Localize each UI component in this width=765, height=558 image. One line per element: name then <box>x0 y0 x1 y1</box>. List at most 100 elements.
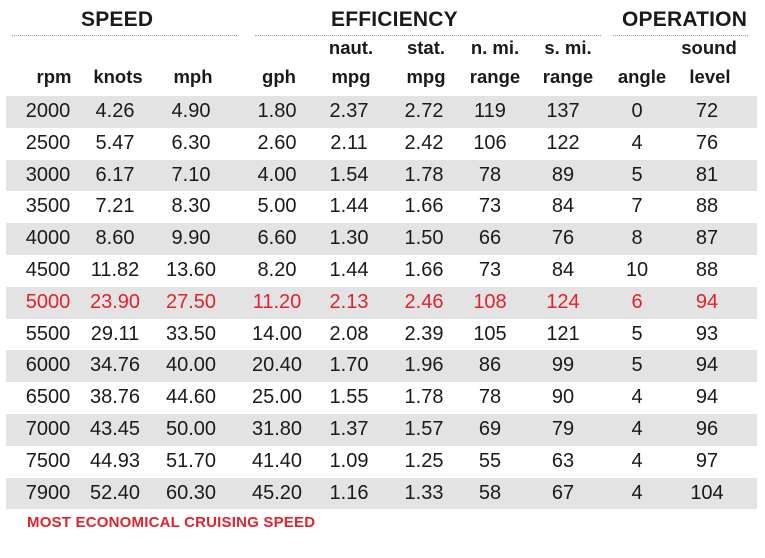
cell-knots: 11.82 <box>90 258 140 281</box>
cell-s-range: 122 <box>546 131 580 154</box>
cell-mph: 51.70 <box>165 449 217 472</box>
cell-rpm: 3500 <box>25 195 71 218</box>
cell-gph: 41.40 <box>251 449 303 472</box>
cell-sound: 88 <box>695 195 719 218</box>
cell-knots: 34.76 <box>89 354 141 377</box>
cell-gph: 8.20 <box>257 258 297 281</box>
cell-mph: 50.00 <box>165 417 217 440</box>
cell-n-range: 73 <box>478 258 502 281</box>
cell-rpm: 6000 <box>25 354 71 377</box>
cell-angle: 6 <box>631 290 643 313</box>
cell-stat-mpg: 1.96 <box>404 354 444 377</box>
cell-gph: 4.00 <box>257 163 297 186</box>
cell-rpm: 4000 <box>25 227 71 250</box>
cell-s-range: 76 <box>551 227 575 250</box>
table-row: 2000 4.26 4.90 1.80 2.37 2.72 119 137 0 72 <box>6 96 757 128</box>
cell-s-range: 79 <box>551 417 575 440</box>
header-s-range-top: s. mi. <box>544 37 592 58</box>
cell-naut-mpg: 1.70 <box>329 354 369 377</box>
cell-n-range: 86 <box>478 354 502 377</box>
cell-angle: 4 <box>631 131 643 154</box>
cell-sound: 87 <box>695 227 719 250</box>
cell-n-range: 105 <box>473 322 507 345</box>
cell-n-range: 69 <box>478 417 502 440</box>
cell-mph: 27.50 <box>165 290 217 313</box>
cell-angle: 4 <box>631 417 643 440</box>
cell-rpm: 4500 <box>25 258 71 281</box>
speed-group-rule <box>12 35 237 36</box>
header-n-range: range <box>469 66 521 87</box>
header-stat-mpg-top: stat. <box>406 37 446 58</box>
header-n-range-top: n. mi. <box>470 37 520 58</box>
cell-angle: 4 <box>631 481 643 504</box>
header-s-range: range <box>542 66 594 87</box>
table-row: 3000 6.17 7.10 4.00 1.54 1.78 78 89 5 81 <box>6 159 757 192</box>
cell-mph: 13.60 <box>165 258 217 281</box>
cell-mph: 40.00 <box>165 354 217 377</box>
cell-rpm: 7900 <box>25 481 71 504</box>
cell-knots: 6.17 <box>95 163 135 186</box>
header-stat-mpg: mpg <box>406 66 446 87</box>
cell-gph: 14.00 <box>251 322 303 345</box>
cell-gph: 2.60 <box>257 131 297 154</box>
cell-naut-mpg: 1.54 <box>329 163 369 186</box>
cell-gph: 11.20 <box>252 290 302 313</box>
cell-n-range: 58 <box>478 481 502 504</box>
header-sound: level <box>689 66 731 87</box>
cell-naut-mpg: 2.08 <box>329 322 369 345</box>
cell-sound: 94 <box>695 290 719 313</box>
cell-mph: 9.90 <box>171 227 211 250</box>
cell-gph: 5.00 <box>257 195 297 218</box>
efficiency-group-rule <box>255 35 601 36</box>
cell-stat-mpg: 2.39 <box>404 322 444 345</box>
footnote-most-economical: MOST ECONOMICAL CRUISING SPEED <box>27 514 316 531</box>
cell-knots: 43.45 <box>89 417 141 440</box>
header-naut-mpg: mpg <box>331 66 371 87</box>
table-row: 4500 11.82 13.60 8.20 1.44 1.66 73 84 10 88 <box>6 255 757 287</box>
cell-mph: 33.50 <box>165 322 217 345</box>
cell-rpm: 7000 <box>25 417 71 440</box>
cell-knots: 38.76 <box>89 386 141 409</box>
cell-sound: 93 <box>695 322 719 345</box>
cell-s-range: 89 <box>551 163 575 186</box>
cell-stat-mpg: 1.33 <box>404 481 444 504</box>
cell-knots: 4.26 <box>95 100 135 122</box>
cell-rpm: 6500 <box>25 386 71 409</box>
cell-rpm: 7500 <box>25 449 71 472</box>
cell-sound: 81 <box>695 163 719 186</box>
cell-s-range: 99 <box>551 354 575 377</box>
operation-group-title: OPERATION <box>622 8 748 31</box>
header-mph: mph <box>173 66 213 87</box>
cell-stat-mpg: 2.42 <box>404 131 444 154</box>
cell-sound: 72 <box>695 100 719 122</box>
cell-sound: 76 <box>695 131 719 154</box>
cell-knots: 8.60 <box>95 227 135 250</box>
cell-angle: 5 <box>631 354 643 377</box>
cell-naut-mpg: 1.55 <box>329 386 369 409</box>
cell-naut-mpg: 1.16 <box>329 481 369 504</box>
cell-s-range: 84 <box>551 258 575 281</box>
cell-stat-mpg: 1.57 <box>404 417 444 440</box>
cell-rpm: 2500 <box>25 131 71 154</box>
cell-stat-mpg: 2.46 <box>404 290 444 313</box>
cell-gph: 45.20 <box>251 481 303 504</box>
cell-sound: 94 <box>695 354 719 377</box>
cell-knots: 29.11 <box>90 322 140 345</box>
cell-n-range: 55 <box>478 449 502 472</box>
cell-naut-mpg: 1.44 <box>329 258 369 281</box>
cell-s-range: 84 <box>551 195 575 218</box>
cell-s-range: 124 <box>546 290 580 313</box>
cell-naut-mpg: 2.13 <box>329 290 369 313</box>
cell-gph: 25.00 <box>251 386 303 409</box>
cell-knots: 7.21 <box>95 195 135 218</box>
cell-angle: 5 <box>631 322 643 345</box>
cell-sound: 94 <box>695 386 719 409</box>
cell-mph: 4.90 <box>171 100 211 122</box>
cell-knots: 44.93 <box>89 449 141 472</box>
cell-gph: 6.60 <box>257 227 297 250</box>
cell-n-range: 78 <box>478 386 502 409</box>
performance-table-body: 2000 4.26 4.90 1.80 2.37 2.72 119 137 0 72 2500 5.4… <box>6 96 757 510</box>
cell-s-range: 90 <box>551 386 575 409</box>
cell-rpm: 3000 <box>25 163 71 186</box>
header-sound-top: sound <box>681 37 737 58</box>
